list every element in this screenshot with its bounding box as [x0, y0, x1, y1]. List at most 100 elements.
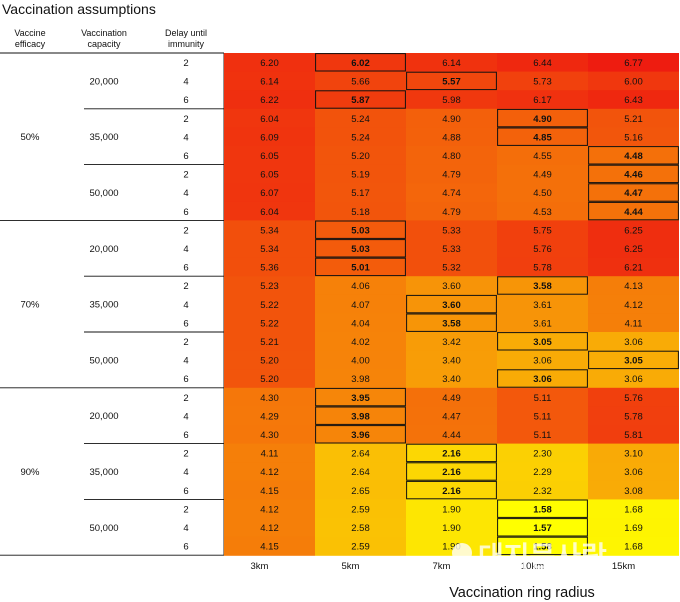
- heatmap-cell: [497, 239, 588, 259]
- cell-value: 4.30: [260, 393, 279, 404]
- efficacy-label: 50%: [20, 132, 40, 143]
- heatmap-cell: [315, 90, 406, 110]
- optimal-cell-outline: [315, 387, 406, 407]
- cell-value: 3.05: [533, 337, 552, 348]
- heatmap-cell: [497, 294, 588, 314]
- optimal-cell-outline: [497, 369, 588, 388]
- cell-value: 4.44: [624, 207, 643, 218]
- cell-value: 4.46: [624, 170, 643, 181]
- watermark-mark: [452, 543, 472, 563]
- delay-label: 2: [183, 281, 188, 292]
- cell-value: 4.15: [260, 542, 279, 553]
- heatmap-cell: [588, 350, 679, 370]
- heatmap-cell: [224, 164, 315, 184]
- heatmap-cell: [224, 425, 315, 445]
- efficacy-label: 90%: [20, 467, 40, 478]
- row-labels: 2 4 6 2 4 6 2 4 6 2 4 6 2 4 6 2 4 6 2 4 6 2 4 6 2 4 6 20,000 35,000 5…: [20, 58, 188, 553]
- cell-value: 5.01: [351, 263, 370, 274]
- optimal-cell-outline: [588, 146, 679, 165]
- delay-label: 6: [183, 318, 188, 329]
- cell-value: 5.36: [260, 263, 279, 274]
- heatmap-cell: [406, 53, 497, 73]
- cell-value: 6.05: [260, 151, 279, 162]
- cell-value: 2.29: [533, 467, 552, 478]
- cell-value: 5.32: [442, 263, 461, 274]
- chart-title: Vaccination assumptions: [2, 1, 156, 17]
- cell-value: 4.79: [442, 207, 461, 218]
- heatmap-cell: [224, 276, 315, 296]
- cell-value: 4.55: [533, 151, 552, 162]
- cell-value: 3.58: [533, 281, 552, 292]
- delay-label: 2: [183, 225, 188, 236]
- heatmap-cell: [315, 183, 406, 203]
- cell-value: 5.20: [351, 151, 370, 162]
- heatmap-cell: [224, 369, 315, 389]
- cell-value: 1.58: [533, 504, 552, 515]
- cell-value: 4.47: [624, 188, 643, 199]
- cell-value: 2.65: [351, 486, 370, 497]
- heatmap-cell: [497, 499, 588, 519]
- cell-value: 6.17: [533, 95, 552, 106]
- optimal-cell-outline: [497, 127, 588, 146]
- cell-value: 2.59: [351, 542, 370, 553]
- heatmap-cell: [497, 443, 588, 463]
- cell-value: 4.13: [624, 281, 643, 292]
- heatmap-cell: [406, 164, 497, 184]
- heatmap-cell: [224, 257, 315, 277]
- cell-value: 3.98: [351, 411, 370, 422]
- heatmap-cell: [588, 220, 679, 240]
- heatmap-cell: [497, 462, 588, 482]
- heatmap-cell: [588, 406, 679, 426]
- delay-label: 4: [183, 244, 188, 255]
- cell-value: 4.15: [260, 486, 279, 497]
- heatmap-cell: [497, 220, 588, 240]
- heatmap-cell: [224, 518, 315, 538]
- row-header-1: Vaccine efficacy: [14, 28, 45, 49]
- optimal-cell-outline: [315, 220, 406, 239]
- heatmap-cell: [497, 480, 588, 500]
- cell-value: 5.11: [534, 411, 552, 422]
- heatmap-cell: [315, 443, 406, 463]
- cell-value: 4.49: [442, 393, 461, 404]
- cell-value: 5.20: [260, 356, 279, 367]
- heatmap-cell: [224, 220, 315, 240]
- heatmap-cell: [588, 90, 679, 110]
- cell-value: 6.25: [624, 225, 643, 236]
- cell-value: 2.16: [442, 486, 461, 497]
- cell-value: 3.61: [533, 300, 552, 311]
- heatmap-cell: [588, 480, 679, 500]
- cell-value: 6.22: [260, 95, 279, 106]
- delay-label: 2: [183, 393, 188, 404]
- optimal-cell-outline: [497, 536, 588, 556]
- optimal-cell-outline: [588, 164, 679, 184]
- cell-value: 5.81: [624, 430, 643, 441]
- heatmap-cell: [315, 257, 406, 277]
- heatmap-cell: [315, 350, 406, 370]
- heatmap-cell: [406, 480, 497, 500]
- watermark-text: 대지문사람: [478, 541, 607, 572]
- cell-value: 4.53: [533, 207, 552, 218]
- cell-value: 3.42: [442, 337, 461, 348]
- heatmap-cell: [588, 257, 679, 277]
- heatmap-cell: [588, 536, 679, 556]
- optimal-cell-outline: [315, 239, 406, 258]
- optimal-cell-outline: [406, 443, 497, 463]
- cell-value: 6.05: [260, 170, 279, 181]
- cell-value: 2.16: [442, 449, 461, 460]
- heatmap-cell: [497, 387, 588, 407]
- delay-label: 2: [183, 58, 188, 69]
- delay-label: 2: [183, 114, 188, 125]
- cell-value: 2.64: [351, 467, 370, 478]
- heatmap-cell: [315, 201, 406, 221]
- cell-value: 3.08: [624, 486, 643, 497]
- heatmap-cell: [588, 499, 679, 519]
- cell-value: 4.47: [442, 411, 461, 422]
- heatmap-cell: [315, 220, 406, 240]
- cell-value: 5.76: [624, 393, 643, 404]
- column-label: 10km: [521, 561, 544, 572]
- heatmap-cell: [497, 201, 588, 221]
- optimal-cell-outlines: [315, 53, 679, 556]
- cell-value: 4.29: [260, 411, 279, 422]
- heatmap-cell: [588, 71, 679, 91]
- optimal-cell-outline: [406, 294, 497, 314]
